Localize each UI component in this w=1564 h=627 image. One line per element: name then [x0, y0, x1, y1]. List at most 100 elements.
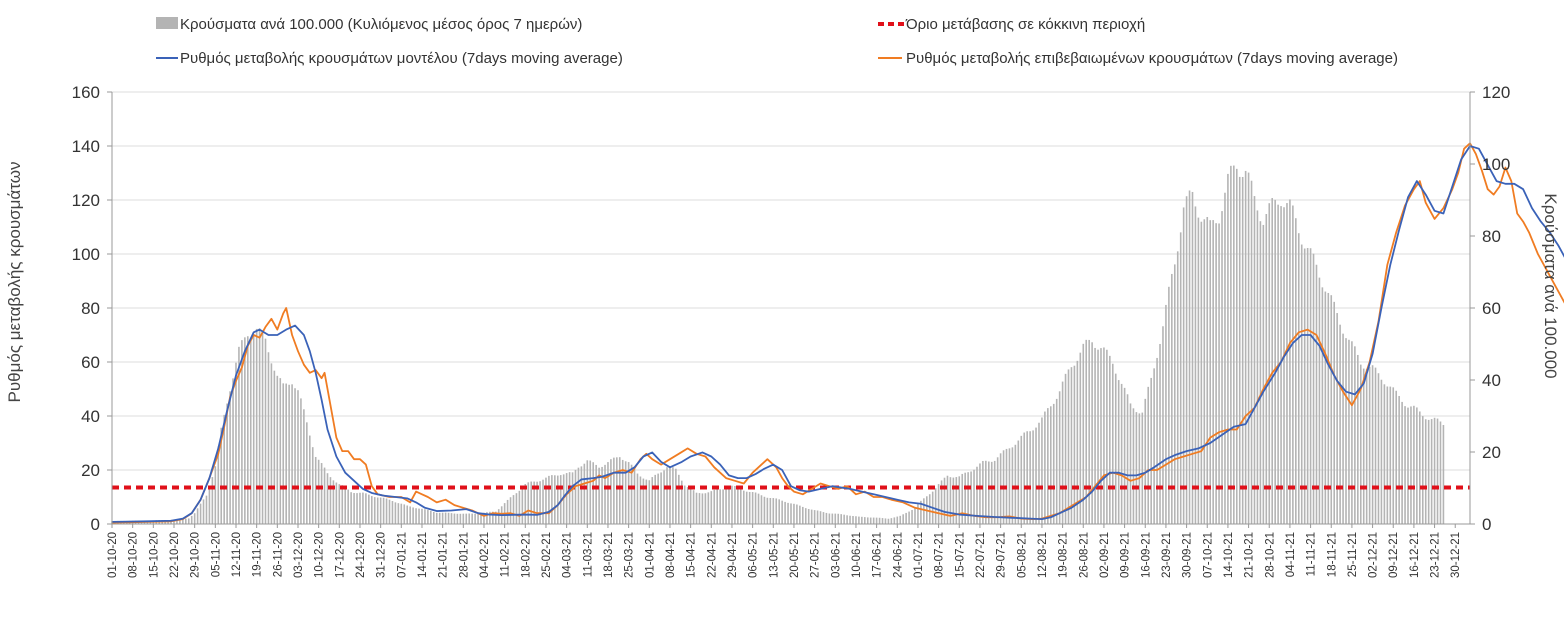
bar	[1392, 387, 1395, 524]
legend-label-threshold: Όριο μετάβασης σε κόκκινη περιοχή	[905, 16, 1145, 33]
x-tick-label: 31-12-20	[376, 532, 388, 578]
bar	[672, 467, 674, 524]
bar	[483, 512, 485, 524]
bar	[341, 485, 344, 524]
bar	[813, 510, 816, 524]
bar	[917, 503, 919, 524]
bar	[1209, 220, 1212, 524]
bar	[1047, 408, 1049, 524]
bar	[406, 505, 409, 524]
right-tick-label: 100	[1482, 155, 1510, 174]
bar	[462, 513, 465, 524]
left-tick-label: 60	[81, 353, 100, 372]
bar	[1419, 411, 1421, 524]
bar	[421, 508, 423, 524]
bar	[725, 488, 727, 524]
bar	[1070, 367, 1073, 524]
bar	[335, 482, 338, 524]
bar	[1374, 367, 1377, 524]
bar	[858, 516, 860, 524]
bar	[1230, 165, 1232, 524]
bar	[1206, 217, 1209, 524]
left-tick-label: 40	[81, 407, 100, 426]
bar	[1348, 339, 1350, 524]
bar	[309, 435, 311, 524]
bar	[937, 484, 940, 524]
bar	[754, 492, 757, 524]
bar	[1297, 233, 1300, 524]
bar	[1241, 176, 1244, 525]
bar	[621, 459, 624, 524]
bar	[255, 328, 258, 524]
line-series	[111, 142, 1564, 524]
left-tick-label: 120	[72, 191, 100, 210]
bar	[497, 509, 500, 524]
bar	[1017, 440, 1020, 524]
bar	[1295, 218, 1297, 524]
bar	[920, 500, 922, 524]
bar	[270, 363, 273, 524]
bar	[802, 506, 804, 524]
bar	[1309, 248, 1312, 524]
bar	[996, 457, 999, 524]
bar	[911, 509, 913, 524]
x-tick-label: 04-11-21	[1285, 532, 1297, 577]
bar	[1268, 203, 1271, 524]
bar	[1439, 421, 1442, 524]
right-tick-label: 60	[1482, 299, 1501, 318]
x-tick-label: 01-10-20	[107, 532, 119, 578]
bar	[264, 338, 267, 524]
bar	[397, 503, 400, 524]
bar	[382, 497, 385, 524]
bar	[976, 466, 978, 524]
bar	[692, 490, 695, 524]
bar	[961, 473, 964, 524]
bar	[716, 489, 718, 524]
bar	[533, 481, 535, 524]
bar	[438, 512, 441, 524]
bar	[1283, 207, 1285, 524]
bar	[456, 513, 459, 524]
bar	[306, 422, 308, 524]
x-tick-label: 09-12-21	[1388, 532, 1400, 578]
bar	[1117, 380, 1120, 524]
bar	[548, 475, 550, 524]
bar	[657, 473, 659, 524]
bar	[1100, 348, 1102, 524]
bar	[887, 518, 890, 524]
bar	[1038, 422, 1040, 524]
bar	[1049, 406, 1052, 524]
bar	[359, 492, 361, 524]
bar	[320, 463, 323, 524]
bar	[294, 388, 296, 524]
x-tick-label: 08-07-21	[934, 532, 946, 578]
bar	[1191, 191, 1194, 524]
x-tick-label: 15-04-21	[686, 532, 698, 578]
bar	[1129, 403, 1132, 524]
bar	[1088, 339, 1090, 524]
gridlines	[112, 91, 1470, 471]
bar	[551, 475, 553, 524]
bar	[1058, 391, 1061, 524]
bar	[211, 477, 214, 524]
bar	[492, 511, 494, 524]
bar-series-cases	[111, 165, 1445, 525]
bar	[444, 512, 447, 524]
bar	[866, 517, 869, 524]
x-tick-label: 17-12-20	[334, 532, 346, 578]
bar	[326, 473, 329, 524]
bar	[663, 470, 665, 524]
x-tick-label: 15-07-21	[954, 532, 966, 578]
x-tick-label: 21-10-21	[1244, 532, 1256, 578]
x-tick-label: 02-12-21	[1368, 532, 1380, 578]
bar	[303, 409, 305, 524]
bar	[244, 337, 246, 524]
bar	[1085, 339, 1088, 524]
bar	[695, 492, 698, 524]
x-tick-label: 16-12-21	[1409, 532, 1421, 578]
bar	[893, 517, 896, 524]
bar	[1076, 360, 1079, 524]
x-tick-label: 30-12-21	[1450, 532, 1462, 578]
bar	[799, 505, 801, 524]
right-tick-label: 20	[1482, 443, 1501, 462]
